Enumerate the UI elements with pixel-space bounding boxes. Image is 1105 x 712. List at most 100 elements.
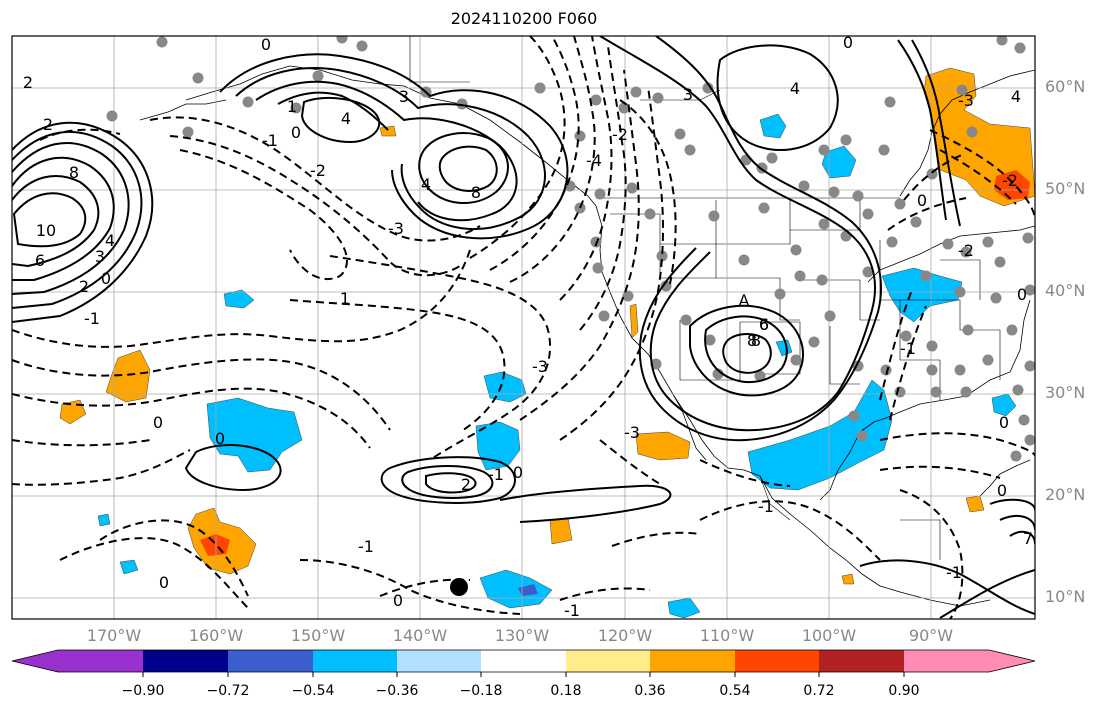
colorbar-tick-label: 0.54 [719,683,751,699]
contour-label: -3 [624,423,640,442]
contour-label: -2 [958,241,974,260]
fill-blue [747,379,893,491]
contour-label: 0 [215,429,225,448]
contour-labels: 0 1 0 4 3 4 2 -1 2 0 -3 -2 8 8 10 6 4 3 … [23,33,1033,620]
lon-label: 140°W [392,626,448,645]
contour-label: 3 [399,87,409,106]
colorbar-segment [228,650,313,672]
fill-blue [479,569,553,609]
contour-label: 0 [843,33,853,52]
colorbar-extend-low [12,650,58,672]
contour-label: -1 [358,537,374,556]
contour-label: 0 [999,413,1009,432]
contour-label: 3 [95,247,105,266]
contour-label: -1 [758,497,774,516]
fill-orange [629,303,639,339]
contour-label: -1 [946,563,962,582]
contour-label: 0 [393,591,403,610]
anomaly-fills [59,67,1035,619]
lon-label: 130°W [494,626,550,645]
colorbar-tick-label: 0.72 [803,683,835,699]
contour-label: -3 [388,219,404,238]
contour-label: 8 [751,331,761,350]
fill-blue [759,113,787,139]
contour-label: 2 [23,73,33,92]
colorbar-segment [397,650,481,672]
contour-label: 2 [43,115,53,134]
contour-label: 0 [513,463,523,482]
contour-label: 0 [997,481,1007,500]
colorbar-segment [819,650,904,672]
lon-label: 170°W [86,626,142,645]
colorbar-tick-label: −0.36 [375,683,419,699]
colorbar-outline [11,649,1036,673]
contour-label: 0 [101,269,111,288]
colorbar-tick-label: −0.72 [206,683,250,699]
colorbar-segment [735,650,819,672]
colorbar-tick-label: −0.18 [459,683,503,699]
map-frame [12,36,1035,619]
fill-blue [991,393,1017,417]
colorbar-extend-high [989,650,1035,672]
black-dot-marker [450,578,468,596]
contour-label: 0 [159,573,169,592]
contour-label: 7 [1023,529,1033,548]
lat-label: 50°N [1045,179,1086,198]
contour-label: 0 [261,35,271,54]
contour-label: -3 [958,91,974,110]
contour-label: -4 [586,151,602,170]
colorbar-tick-label: −0.90 [121,683,165,699]
fill-orange [59,399,87,425]
contour-label: 4 [105,231,115,250]
fill-blue [119,559,139,575]
lat-label: 10°N [1045,587,1086,606]
contour-label: 0 [291,123,301,142]
fill-orange [635,431,691,461]
contour-label: 6 [759,315,769,334]
fill-orange [105,349,151,403]
colorbar-segment [143,650,228,672]
contour-label: -2 [1002,171,1018,190]
lon-label: 120°W [597,626,653,645]
contour-label: 4 [421,175,431,194]
contour-label: 10 [36,221,56,240]
contour-label: -3 [532,357,548,376]
solid-contours [12,36,1035,619]
lon-label: 160°W [188,626,244,645]
contour-label: -1 [84,309,100,328]
contour-label: 0 [153,413,163,432]
colorbar-segment [313,650,397,672]
contour-label: 8 [747,331,757,350]
fill-blue [97,513,111,527]
colorbar-tick-label: 0.18 [550,683,582,699]
contour-label: 4 [790,79,800,98]
contour-label: -2 [612,125,628,144]
colorbar-segment [58,650,143,672]
contour-label: 4 [341,109,351,128]
contour-label: 3 [683,85,693,104]
fill-orange [379,125,397,137]
contour-label: 6 [35,251,45,270]
contour-label: -1 [900,339,916,358]
contour-label: 8 [69,163,79,182]
gridlines [12,36,1035,619]
contour-label: -1 [488,465,504,484]
colorbar-segment [481,650,566,672]
colorbar-segment [566,650,650,672]
fill-blue [667,597,701,619]
contour-label: 6 [759,315,769,334]
fill-orange [841,573,855,585]
fill-blue [223,289,255,309]
lon-label: 100°W [801,626,857,645]
fill-orange [965,495,985,513]
colorbar-segment [650,650,735,672]
contour-label: -1 [564,601,580,620]
fill-blue [475,421,521,471]
colorbar-tick-label: 0.90 [888,683,920,699]
contour-label: 4 [1011,87,1021,106]
colorbar [11,649,1036,677]
dashed-contours [12,36,1035,619]
contour-label: A [739,291,750,310]
contour-label: -2 [310,161,326,180]
